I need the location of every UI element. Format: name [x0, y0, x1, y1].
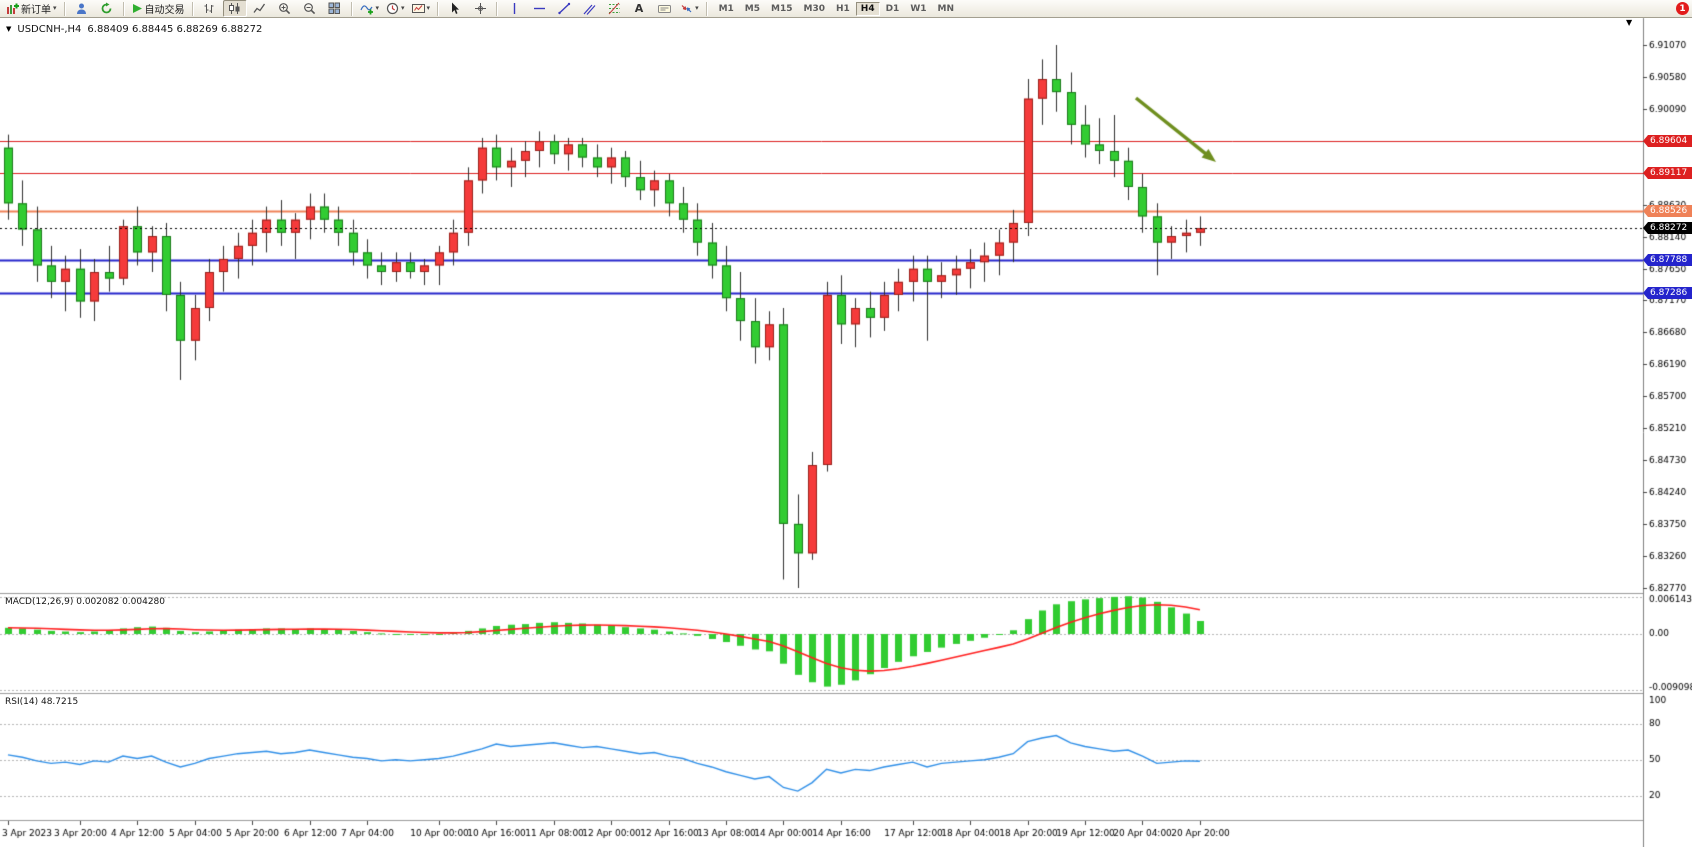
fibonacci-tool-button[interactable] [602, 0, 626, 17]
toolbar: 新订单 ▾ 自动交易 [0, 0, 1692, 18]
notification-badge[interactable]: 1 [1676, 2, 1689, 15]
chart-symbol-period: USDCNH-,H4 [17, 24, 82, 35]
candlestick-mode-button[interactable] [222, 0, 247, 17]
arrows-icon [680, 2, 693, 15]
chart-ohlc-values: 6.88409 6.88445 6.88269 6.88272 [87, 24, 263, 35]
toolbar-separator [705, 1, 708, 16]
timeframe-bar: M1 M5 M15 M30 H1 H4 D1 W1 MN [714, 1, 959, 16]
chevron-down-icon: ▾ [401, 4, 405, 12]
zoom-in-icon [278, 2, 291, 15]
text-tool-button[interactable]: A [627, 0, 651, 17]
chevron-down-icon: ▾ [426, 4, 431, 12]
trendline-tool-button[interactable] [552, 0, 576, 17]
timeframe-m5-button[interactable]: M5 [744, 3, 761, 14]
arrows-tool-button[interactable]: ▾ [677, 0, 702, 17]
template-icon [411, 2, 425, 15]
toolbar-separator [122, 1, 125, 16]
autotrade-button[interactable]: 自动交易 [129, 0, 188, 17]
vertical-line-tool-button[interactable] [502, 0, 526, 17]
rsi-indicator-label: RSI(14) 48.7215 [5, 697, 78, 707]
toolbar-separator [437, 1, 440, 16]
line-chart-icon [253, 2, 266, 15]
timeframe-h1-button[interactable]: H1 [835, 3, 850, 14]
macd-signal-value: 0.004280 [122, 597, 166, 607]
trendline-icon [557, 2, 571, 15]
autotrade-label: 自动交易 [144, 5, 185, 16]
new-order-button[interactable]: 新订单 ▾ [3, 0, 60, 17]
timeframe-w1-button[interactable]: W1 [910, 3, 927, 14]
clock-icon [386, 2, 399, 15]
fibonacci-icon [608, 2, 621, 15]
timeframe-m1-button[interactable]: M1 [718, 3, 734, 14]
indicators-button[interactable]: ▾ [357, 0, 383, 17]
candlestick-icon [228, 2, 241, 15]
scroll-to-end-marker[interactable]: ▼ [1626, 18, 1633, 27]
timeframe-h4-button[interactable]: H4 [855, 1, 880, 16]
toolbar-separator [496, 1, 499, 16]
indicator-icon [359, 2, 374, 15]
bar-chart-mode-button[interactable] [198, 0, 222, 17]
toolbar-separator [63, 1, 66, 16]
new-order-icon [6, 2, 19, 15]
new-order-label: 新订单 [21, 5, 51, 16]
rsi-label-text: RSI(14) [5, 697, 39, 707]
bar-chart-icon [203, 2, 216, 15]
text-label-tool-button[interactable] [652, 0, 676, 17]
chevron-down-icon: ▾ [695, 4, 699, 12]
macd-indicator-label: MACD(12,26,9) 0.002082 0.004280 [5, 597, 165, 607]
horizontal-line-tool-button[interactable] [527, 0, 551, 17]
tile-windows-button[interactable] [323, 0, 347, 17]
periods-button[interactable]: ▾ [383, 0, 408, 17]
macd-main-value: 0.002082 [76, 597, 120, 607]
profiles-button[interactable] [95, 0, 119, 17]
new-chart-button[interactable] [70, 0, 94, 17]
channel-icon [583, 2, 596, 15]
chevron-down-icon: ▾ [375, 4, 380, 12]
crosshair-button[interactable] [468, 0, 492, 17]
play-icon [132, 3, 143, 14]
timeframe-m15-button[interactable]: M15 [771, 3, 793, 14]
cursor-icon [449, 2, 461, 15]
rsi-value: 48.7215 [40, 697, 79, 707]
text-tool-icon: A [634, 2, 644, 15]
person-icon [75, 2, 88, 15]
macd-label-text: MACD(12,26,9) [5, 597, 74, 607]
zoom-out-button[interactable] [298, 0, 322, 17]
timeframe-m30-button[interactable]: M30 [803, 3, 825, 14]
crosshair-icon [474, 2, 487, 15]
zoom-in-button[interactable] [273, 0, 297, 17]
one-click-collapse-icon[interactable]: ▼ [6, 25, 12, 33]
channel-tool-button[interactable] [577, 0, 601, 17]
horizontal-line-icon [533, 4, 546, 13]
timeframe-d1-button[interactable]: D1 [885, 3, 900, 14]
templates-button[interactable]: ▾ [409, 0, 434, 17]
timeframe-mn-button[interactable]: MN [937, 3, 955, 14]
cursor-button[interactable] [443, 0, 467, 17]
toolbar-separator [350, 1, 353, 16]
chart-title-row: ▼ USDCNH-,H4 6.88409 6.88445 6.88269 6.8… [6, 24, 262, 35]
tile-windows-icon [328, 2, 341, 15]
text-label-icon [657, 2, 671, 15]
toolbar-separator [191, 1, 194, 16]
vertical-line-icon [510, 2, 519, 15]
line-chart-mode-button[interactable] [248, 0, 272, 17]
refresh-icon [100, 2, 113, 15]
zoom-out-icon [303, 2, 316, 15]
chevron-down-icon: ▾ [53, 4, 57, 12]
